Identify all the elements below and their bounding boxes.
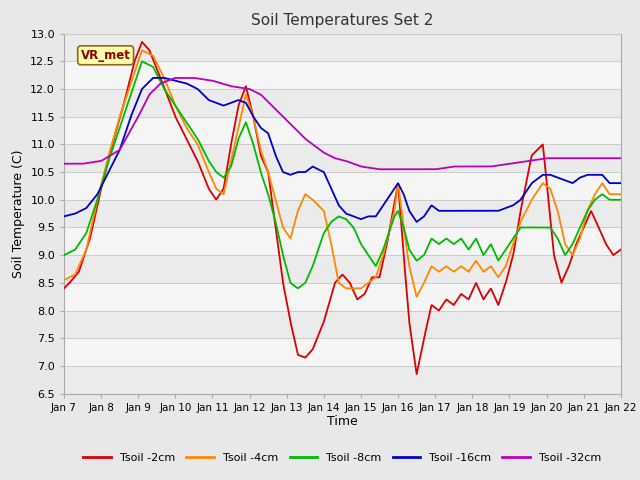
Tsoil -8cm xyxy=(499,251,507,257)
Bar xyxy=(64,255,621,283)
Bar xyxy=(64,89,621,117)
Tsoil -8cm xyxy=(332,216,339,222)
Bar xyxy=(64,172,621,200)
Tsoil -32cm xyxy=(60,161,68,167)
Line: Tsoil -32cm: Tsoil -32cm xyxy=(64,78,621,169)
Line: Tsoil -8cm: Tsoil -8cm xyxy=(64,61,621,288)
Y-axis label: Soil Temperature (C): Soil Temperature (C) xyxy=(12,149,25,278)
Legend: Tsoil -2cm, Tsoil -4cm, Tsoil -8cm, Tsoil -16cm, Tsoil -32cm: Tsoil -2cm, Tsoil -4cm, Tsoil -8cm, Tsoi… xyxy=(79,448,606,467)
Bar xyxy=(64,144,621,172)
Tsoil -16cm xyxy=(617,180,625,186)
Tsoil -8cm xyxy=(60,252,68,258)
Bar xyxy=(64,338,621,366)
Tsoil -8cm xyxy=(294,286,302,291)
Tsoil -32cm xyxy=(617,156,625,161)
Tsoil -2cm xyxy=(60,286,68,291)
Tsoil -4cm xyxy=(331,261,339,266)
Tsoil -32cm xyxy=(172,75,179,81)
Tsoil -8cm xyxy=(602,193,609,199)
Bar xyxy=(64,200,621,228)
Bar xyxy=(64,366,621,394)
Bar xyxy=(64,283,621,311)
Tsoil -16cm xyxy=(316,168,324,173)
Tsoil -16cm xyxy=(331,194,339,200)
Tsoil -16cm xyxy=(88,198,96,204)
Tsoil -32cm xyxy=(499,162,507,168)
Tsoil -4cm xyxy=(601,184,609,190)
Tsoil -8cm xyxy=(138,59,146,64)
Tsoil -32cm xyxy=(601,156,609,161)
Tsoil -4cm xyxy=(602,185,609,191)
Bar xyxy=(64,34,621,61)
Tsoil -4cm xyxy=(617,192,625,197)
Tsoil -2cm xyxy=(316,328,324,334)
Tsoil -2cm xyxy=(88,225,96,230)
Tsoil -32cm xyxy=(376,167,383,172)
Tsoil -2cm xyxy=(601,239,609,245)
Bar xyxy=(64,117,621,144)
Line: Tsoil -2cm: Tsoil -2cm xyxy=(64,42,621,374)
Bar xyxy=(64,61,621,89)
Tsoil -16cm xyxy=(413,219,420,225)
Tsoil -16cm xyxy=(602,175,609,181)
Bar xyxy=(64,311,621,338)
Tsoil -2cm xyxy=(331,280,339,286)
Bar xyxy=(64,228,621,255)
Tsoil -8cm xyxy=(617,197,625,203)
Tsoil -16cm xyxy=(60,214,68,219)
Tsoil -16cm xyxy=(499,206,507,212)
Tsoil -16cm xyxy=(601,175,609,180)
Tsoil -2cm xyxy=(602,240,609,245)
Line: Tsoil -16cm: Tsoil -16cm xyxy=(64,78,621,222)
Tsoil -8cm xyxy=(601,193,609,199)
Tsoil -2cm xyxy=(413,371,420,377)
Tsoil -2cm xyxy=(617,247,625,252)
Tsoil -2cm xyxy=(138,39,146,45)
Tsoil -4cm xyxy=(413,294,420,300)
Tsoil -32cm xyxy=(88,159,96,165)
Title: Soil Temperatures Set 2: Soil Temperatures Set 2 xyxy=(252,13,433,28)
Tsoil -8cm xyxy=(88,212,96,217)
Tsoil -4cm xyxy=(316,204,324,210)
Tsoil -32cm xyxy=(331,156,339,161)
Text: VR_met: VR_met xyxy=(81,49,131,62)
Tsoil -4cm xyxy=(499,267,507,273)
X-axis label: Time: Time xyxy=(327,415,358,429)
Tsoil -4cm xyxy=(88,219,96,225)
Tsoil -4cm xyxy=(138,48,146,53)
Tsoil -32cm xyxy=(316,147,324,153)
Tsoil -8cm xyxy=(317,240,324,246)
Tsoil -32cm xyxy=(602,156,609,161)
Tsoil -4cm xyxy=(60,277,68,283)
Line: Tsoil -4cm: Tsoil -4cm xyxy=(64,50,621,297)
Tsoil -16cm xyxy=(149,75,157,81)
Tsoil -2cm xyxy=(499,288,507,294)
